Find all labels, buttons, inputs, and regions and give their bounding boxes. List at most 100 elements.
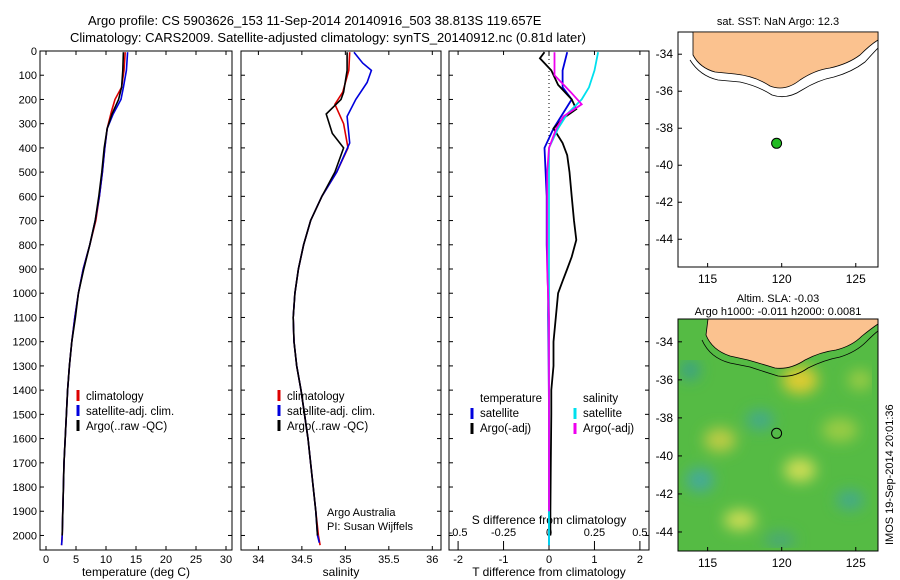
series-line-salinity-argo-adj- xyxy=(546,52,584,512)
x-tick-top-label: -0.25 xyxy=(491,527,516,539)
map-y-tick-label: -42 xyxy=(656,195,674,209)
y-tick-label: 1900 xyxy=(13,506,37,518)
x-tick-label: 10 xyxy=(100,554,112,566)
legend-title-temperature: temperature xyxy=(480,393,542,405)
annotation-line: Argo Australia xyxy=(327,507,396,519)
x-tick-label: 2 xyxy=(637,554,643,566)
legend-entry: satellite xyxy=(480,408,519,420)
legend-entry: Argo(..raw -QC) xyxy=(287,421,368,433)
plot-frame xyxy=(39,50,233,551)
x-tick-label: 35.5 xyxy=(378,554,399,566)
map-y-tick-label: -42 xyxy=(656,487,674,501)
y-tick-label: 2000 xyxy=(13,530,37,542)
y-tick-label: 800 xyxy=(19,240,37,252)
y-tick-label: 400 xyxy=(19,143,37,155)
series-line-argo-raw-qc- xyxy=(292,52,348,536)
x-tick-label: 20 xyxy=(160,554,172,566)
sla-map-contour xyxy=(701,330,878,377)
x-tick-label: -1 xyxy=(499,554,509,566)
y-tick-label: 600 xyxy=(19,191,37,203)
y-tick-label: 1800 xyxy=(13,482,37,494)
x-tick-top-label: 0.25 xyxy=(584,527,605,539)
sla-map-anomaly-blobs xyxy=(680,360,872,548)
x-tick-label: 0 xyxy=(546,554,552,566)
sst-map-panel: sat. SST: NaN Argo: 12.3 115 120 125 -34 -36… xyxy=(656,16,879,286)
map-x-tick-label: 115 xyxy=(698,556,717,570)
x-tick-label: 1 xyxy=(591,554,597,566)
sla-map-panel: Altim. SLA: -0.03 Argo h1000: -0.011 h20… xyxy=(656,293,879,570)
sla-map-axes: 115 120 125 -34 -36 -38 -40 -42 -44 xyxy=(656,335,866,570)
annotation-line: PI: Susan Wijffels xyxy=(327,521,413,533)
y-tick-label: 900 xyxy=(19,264,37,276)
map-x-tick-label: 125 xyxy=(846,556,866,570)
x-tick-top-label: -0.5 xyxy=(449,527,468,539)
sla-map-subtitle: Argo h1000: -0.011 h2000: 0.0081 xyxy=(695,306,862,318)
x-tick-label: 25 xyxy=(190,554,202,566)
x-axis-label: T difference from climatology xyxy=(472,565,626,579)
legend-entry: Argo(-adj) xyxy=(480,423,531,435)
x-tick-label: 30 xyxy=(220,554,232,566)
y-tick-label: 200 xyxy=(19,94,37,106)
map-x-tick-label: 120 xyxy=(772,272,792,286)
x-tick-label: 34 xyxy=(252,554,264,566)
legend-entry: Argo(..raw -QC) xyxy=(86,421,167,433)
map-y-tick-label: -34 xyxy=(656,47,674,61)
y-tick-label: 300 xyxy=(19,119,37,131)
map-y-tick-label: -44 xyxy=(656,525,674,539)
sla-map-float-marker xyxy=(771,427,783,439)
map-y-tick-label: -38 xyxy=(656,121,674,135)
legend-entry: Argo(-adj) xyxy=(583,423,634,435)
y-tick-label: 100 xyxy=(19,70,37,82)
y-tick-label: 500 xyxy=(19,167,37,179)
x-tick-label: 35 xyxy=(339,554,351,566)
map-x-tick-label: 120 xyxy=(772,556,792,570)
sla-map-title: Altim. SLA: -0.03 xyxy=(737,293,820,305)
map-y-tick-label: -40 xyxy=(656,449,674,463)
x-axis-label: temperature (deg C) xyxy=(82,565,190,579)
sst-map-title: sat. SST: NaN Argo: 12.3 xyxy=(717,16,839,28)
map-y-tick-label: -34 xyxy=(656,335,674,349)
difference-panel: -2 -1 0 1 2 T difference from climatology -0.5… xyxy=(448,50,650,579)
sst-map-float-marker xyxy=(771,137,783,149)
temperature-panel: 0100200300400500600700800900100011001200… xyxy=(13,46,233,579)
legend-entry: satellite-adj. clim. xyxy=(86,406,174,418)
x-tick-label: 15 xyxy=(130,554,142,566)
y-tick-label: 700 xyxy=(19,216,37,228)
legend-title-salinity: salinity xyxy=(583,393,618,405)
map-y-tick-label: -40 xyxy=(656,158,674,172)
sst-map-land xyxy=(692,32,878,89)
y-tick-label: 1200 xyxy=(13,337,37,349)
x-tick-top-label: 0.5 xyxy=(632,527,647,539)
y-tick-label: 1300 xyxy=(13,361,37,373)
y-tick-label: 0 xyxy=(31,46,37,58)
x-tick-label: 0 xyxy=(43,554,49,566)
y-tick-label: 1500 xyxy=(13,409,37,421)
sla-map-frame xyxy=(677,318,879,552)
x-tick-label: -2 xyxy=(453,554,463,566)
y-tick-label: 1700 xyxy=(13,458,37,470)
legend-entry: satellite xyxy=(583,408,622,420)
plot-frame xyxy=(240,50,442,551)
map-y-tick-label: -36 xyxy=(656,373,674,387)
y-tick-label: 1400 xyxy=(13,385,37,397)
x-tick-label: 5 xyxy=(73,554,79,566)
y-tick-label: 1600 xyxy=(13,434,37,446)
side-timestamp-label: IMOS 19-Sep-2014 20:01:36 xyxy=(884,404,896,545)
legend-entry: satellite-adj. clim. xyxy=(287,406,375,418)
header-line-1: Argo profile: CS 5903626_153 11-Sep-2014… xyxy=(88,13,542,28)
sla-map-land xyxy=(705,319,878,369)
series-line-argo-raw-qc- xyxy=(61,52,125,536)
map-x-tick-label: 115 xyxy=(698,272,717,286)
header-line-2: Climatology: CARS2009. Satellite-adjuste… xyxy=(70,30,586,45)
map-x-tick-label: 125 xyxy=(846,272,866,286)
y-tick-label: 1100 xyxy=(13,312,37,324)
map-y-tick-label: -38 xyxy=(656,411,674,425)
map-y-tick-label: -36 xyxy=(656,84,674,98)
salinity-panel: 34 34.5 35 35.5 36 salinity climatology satelli… xyxy=(240,50,442,579)
x-tick-label: 36 xyxy=(426,554,438,566)
map-y-tick-label: -44 xyxy=(656,232,674,246)
sst-map-axes: 115 120 125 -34 -36 -38 -40 -42 -44 xyxy=(656,47,866,286)
series-line-temperature-argo-adj- xyxy=(538,51,578,536)
x-axis-label: salinity xyxy=(323,565,360,579)
